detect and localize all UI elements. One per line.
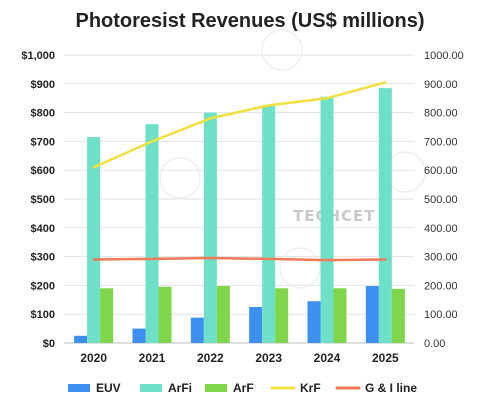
y-left-tick-label: $800	[31, 108, 55, 120]
y-right-tick-label: 800.00	[424, 108, 458, 120]
bar-arfi-2022	[203, 112, 217, 343]
y-left-tick-label: $1,000	[21, 50, 55, 62]
y-right-tick-label: 100.00	[424, 309, 458, 321]
x-tick-label: 2023	[255, 351, 282, 365]
legend-swatch	[205, 384, 227, 392]
bar-euv-2025	[365, 285, 379, 343]
x-tick-label: 2022	[197, 351, 224, 365]
y-right-tick-label: 200.00	[424, 280, 458, 292]
bar-arfi-2020	[87, 137, 101, 343]
bar-arf-2020	[100, 288, 114, 343]
bar-arf-2022	[216, 285, 230, 343]
y-left-tick-label: $0	[43, 338, 55, 350]
x-tick-label: 2025	[372, 351, 399, 365]
y-right-tick-label: 400.00	[424, 223, 458, 235]
line-krf	[92, 81, 387, 169]
bar-euv-2020	[74, 335, 88, 343]
legend-label: KrF	[300, 381, 321, 395]
bar-arf-2021	[158, 286, 172, 343]
y-right-tick-label: 600.00	[424, 165, 458, 177]
bar-euv-2024	[307, 301, 321, 343]
y-left-tick-label: $200	[31, 280, 55, 292]
x-tick-label: 2024	[314, 351, 341, 365]
chart-title: Photoresist Revenues (US$ millions)	[76, 10, 425, 32]
y-right-tick-label: 300.00	[424, 252, 458, 264]
bar-arf-2025	[391, 288, 405, 343]
lines	[92, 81, 387, 262]
y-right-tick-label: 900.00	[424, 79, 458, 91]
y-axis-right: 0.00 100.00 200.00 300.00 400.00 500.00 600.00…	[424, 50, 464, 350]
bar-arf-2023	[275, 288, 289, 343]
legend-label: EUV	[96, 381, 121, 395]
watermark-seal	[159, 157, 201, 199]
watermark-seal	[279, 247, 321, 289]
bar-euv-2023	[249, 307, 263, 343]
y-right-tick-label: 700.00	[424, 136, 458, 148]
y-right-tick-label: 500.00	[424, 194, 458, 206]
legend-label: G & I line	[365, 381, 417, 395]
y-left-tick-label: $500	[31, 194, 55, 206]
bar-arfi-2021	[145, 124, 159, 344]
bar-arf-2024	[333, 288, 347, 343]
legend-label: ArF	[233, 381, 254, 395]
y-left-tick-label: $700	[31, 136, 55, 148]
y-left-tick-label: $300	[31, 252, 55, 264]
legend-swatch	[140, 384, 162, 392]
bar-arfi-2023	[262, 105, 276, 344]
bar-arfi-2024	[320, 96, 334, 343]
bar-arfi-2025	[378, 88, 392, 344]
legend-swatch	[68, 384, 90, 392]
y-left-tick-label: $900	[31, 79, 55, 91]
y-right-tick-label: 1000.00	[424, 50, 464, 62]
y-right-tick-label: 0.00	[424, 338, 445, 350]
y-axis-left: $0 $100 $200 $300 $400 $500 $600 $700 $800 $900 $1…	[21, 50, 55, 350]
watermark-text: TECHCET	[293, 207, 376, 225]
legend: EUV ArFi ArF KrF G & I line	[68, 381, 417, 395]
y-left-tick-label: $400	[31, 223, 55, 235]
bars	[74, 88, 405, 344]
x-tick-label: 2020	[80, 351, 107, 365]
x-tick-label: 2021	[139, 351, 166, 365]
y-left-tick-label: $100	[31, 309, 55, 321]
x-axis: 2020 2021 2022 2023 2024 2025	[80, 351, 399, 365]
bar-euv-2021	[132, 328, 146, 343]
legend-label: ArFi	[168, 381, 192, 395]
line-g-i-line	[92, 256, 387, 262]
watermark-seal	[261, 29, 303, 71]
grid-lines	[64, 54, 414, 344]
y-left-tick-label: $600	[31, 165, 55, 177]
bar-euv-2022	[190, 317, 204, 343]
